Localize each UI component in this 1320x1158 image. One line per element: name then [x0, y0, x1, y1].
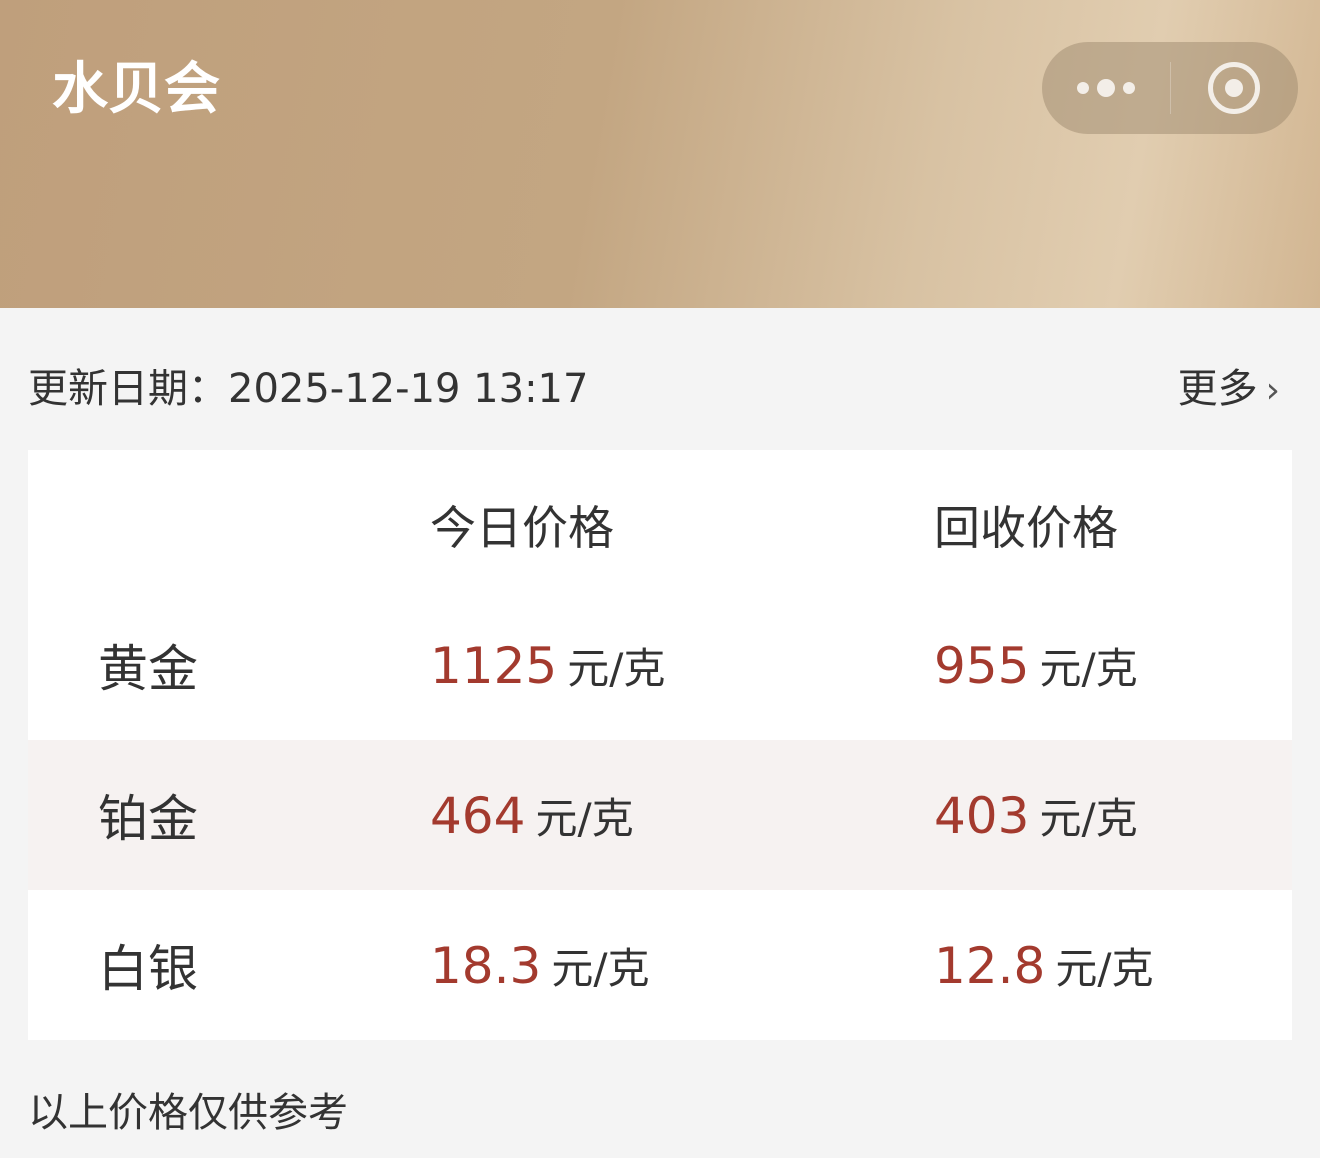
- update-date: 更新日期：2025-12-19 13:17: [28, 356, 588, 414]
- price-unit: 元/克: [1039, 643, 1138, 693]
- update-datetime: 2025-12-19 13:17: [228, 366, 589, 412]
- price-unit: 元/克: [535, 793, 634, 843]
- price-unit: 元/克: [1055, 943, 1154, 993]
- more-button[interactable]: [1042, 42, 1170, 134]
- more-label: 更多: [1177, 366, 1258, 412]
- price-unit: 元/克: [551, 943, 650, 993]
- price-unit: 元/克: [567, 643, 666, 693]
- table-row: 铂金 464 元/克 403 元/克: [28, 740, 1292, 890]
- header-today-price: 今日价格: [430, 501, 614, 555]
- capsule-divider: [1169, 62, 1171, 114]
- price-value: 12.8: [934, 936, 1046, 995]
- metal-name: 黄金: [98, 640, 198, 698]
- today-price: 464 元/克: [430, 785, 634, 846]
- more-link[interactable]: 更多 ›: [1178, 356, 1280, 414]
- metal-name: 白银: [98, 940, 198, 998]
- today-price: 18.3 元/克: [430, 935, 649, 996]
- mini-program-capsule: [1042, 42, 1298, 134]
- price-value: 955: [934, 636, 1030, 695]
- header-banner: 水贝会: [0, 0, 1320, 308]
- disclaimer-note: 以上价格仅供参考: [28, 1090, 348, 1136]
- update-label: 更新日期：: [28, 366, 228, 412]
- more-dots-icon: [1076, 79, 1135, 97]
- app-title: 水贝会: [52, 57, 220, 122]
- price-value: 403: [934, 786, 1030, 845]
- price-value: 464: [430, 786, 526, 845]
- table-header: 今日价格 回收价格: [28, 450, 1292, 590]
- price-unit: 元/克: [1039, 793, 1138, 843]
- price-value: 1125: [430, 636, 558, 695]
- price-table: 今日价格 回收价格 黄金 1125 元/克 955 元/克 铂金 464 元/克 40…: [28, 450, 1292, 1040]
- recycle-price: 12.8 元/克: [934, 935, 1153, 996]
- price-value: 18.3: [430, 936, 542, 995]
- table-row: 黄金 1125 元/克 955 元/克: [28, 590, 1292, 740]
- table-row: 白银 18.3 元/克 12.8 元/克: [28, 890, 1292, 1040]
- today-price: 1125 元/克: [430, 635, 665, 696]
- close-target-icon: [1208, 62, 1261, 114]
- chevron-right-icon: ›: [1265, 370, 1280, 411]
- close-button[interactable]: [1171, 42, 1299, 134]
- recycle-price: 403 元/克: [934, 785, 1138, 846]
- metal-name: 铂金: [98, 790, 198, 848]
- header-recycle-price: 回收价格: [934, 501, 1118, 555]
- recycle-price: 955 元/克: [934, 635, 1138, 696]
